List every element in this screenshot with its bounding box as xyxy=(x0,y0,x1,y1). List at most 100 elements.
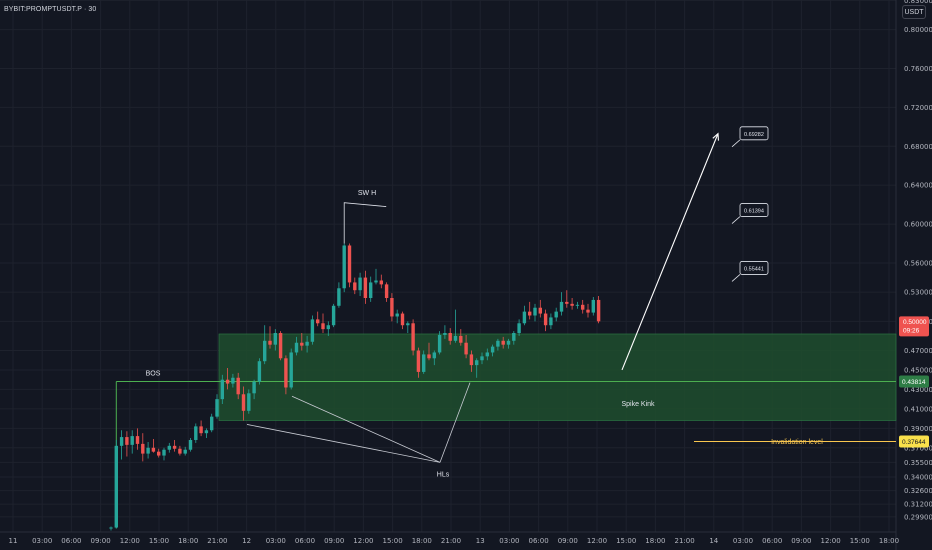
time-axis[interactable]: 11 03:00 06:00 09:00 12:00 15:00 18:00 21:00 12 0… xyxy=(9,537,900,545)
candle-body xyxy=(316,319,320,324)
y-tick-label: 0.37000 xyxy=(904,444,932,452)
candle-body xyxy=(443,333,447,335)
candle-body xyxy=(347,245,352,283)
x-tick-label: 06:00 xyxy=(529,537,549,545)
candle-body xyxy=(241,394,246,411)
candle-body xyxy=(188,439,193,450)
candle-body xyxy=(543,313,548,326)
candle-body xyxy=(172,445,177,449)
candle-body xyxy=(400,313,405,326)
candle-body xyxy=(273,333,277,345)
candle-body xyxy=(278,333,283,359)
x-tick-label: 21:00 xyxy=(207,537,227,545)
candle-body xyxy=(305,341,309,346)
x-tick-label: 03:00 xyxy=(266,537,286,545)
candle-body xyxy=(358,277,362,291)
candle-body xyxy=(517,323,521,334)
y-tick-label: 0.80000 xyxy=(904,26,932,34)
candle-body xyxy=(220,379,224,400)
candle-body xyxy=(596,299,601,322)
x-tick-label: 11 xyxy=(9,537,18,545)
x-tick-label: 18:00 xyxy=(412,537,432,545)
bos-price-badge xyxy=(899,375,929,388)
candle-body xyxy=(135,436,140,444)
invalidation-price-value: 0.37644 xyxy=(902,439,926,446)
hl-line xyxy=(291,395,441,463)
y-tick-label: 0.47000 xyxy=(904,347,932,355)
candle-body xyxy=(374,280,378,283)
current-price-badge xyxy=(899,316,929,337)
candle-body xyxy=(225,379,230,384)
candle-body xyxy=(559,301,564,312)
candle-body xyxy=(342,245,346,289)
x-tick-label: 18:00 xyxy=(879,537,899,545)
target-box xyxy=(739,126,769,141)
candle-body xyxy=(464,342,468,355)
x-tick-label: 09:00 xyxy=(558,537,578,545)
symbol-title[interactable]: BYBIT:PROMPTUSDT.P · 30 xyxy=(4,6,97,13)
x-tick-label: 13 xyxy=(476,537,485,545)
sw-h-line xyxy=(343,202,387,244)
candle-body xyxy=(215,399,219,417)
y-tick-label: 0.56000 xyxy=(904,259,932,267)
y-tick-label: 0.45000 xyxy=(904,366,932,374)
x-tick-label: 09:00 xyxy=(324,537,344,545)
y-tick-label: 0.32600 xyxy=(904,487,932,495)
candle-body xyxy=(363,277,368,298)
candle-body xyxy=(459,335,463,343)
target-pointer xyxy=(731,274,741,282)
candle-body xyxy=(284,358,288,388)
candle-body xyxy=(141,443,145,454)
candle-body xyxy=(236,377,240,395)
candle-body xyxy=(210,416,214,431)
y-tick-label: 0.34000 xyxy=(904,473,932,481)
candle-body xyxy=(157,451,161,456)
projection-arrow xyxy=(621,133,719,371)
x-tick-label: 12 xyxy=(242,537,251,545)
candle-body xyxy=(109,527,113,529)
candle-body xyxy=(422,354,426,372)
x-tick-label: 09:00 xyxy=(91,537,111,545)
y-tick-label: 0.83000 xyxy=(904,0,932,5)
currency-button[interactable]: USDT xyxy=(902,5,926,19)
candle-body xyxy=(453,335,458,341)
candle-body xyxy=(125,437,129,445)
candle-body xyxy=(268,340,272,345)
candle-body xyxy=(300,342,304,346)
hl-line xyxy=(246,424,441,463)
candle-body xyxy=(194,426,198,440)
bos-price-value: 0.43814 xyxy=(902,379,926,386)
candle-body xyxy=(411,323,415,351)
candle-body xyxy=(204,430,209,434)
hl-line xyxy=(439,382,471,463)
zone-rect xyxy=(218,333,897,421)
candle-body xyxy=(231,377,235,384)
y-tick-label: 0.41000 xyxy=(904,405,932,413)
candle-body xyxy=(379,280,383,285)
x-tick-label: 06:00 xyxy=(762,537,782,545)
x-tick-label: 18:00 xyxy=(178,537,198,545)
target-box xyxy=(739,261,769,275)
candle-body xyxy=(353,282,357,291)
x-tick-label: 06:00 xyxy=(295,537,315,545)
candle-body xyxy=(528,311,532,316)
candle-body xyxy=(384,284,389,298)
candle-body xyxy=(151,447,156,452)
x-tick-label: 21:00 xyxy=(675,537,695,545)
x-tick-label: 03:00 xyxy=(733,537,753,545)
candle-body xyxy=(199,426,203,434)
price-axis[interactable]: 0.29900 0.31200 0.32600 0.34000 0.35500 0.370… xyxy=(904,0,932,521)
x-tick-label: 15:00 xyxy=(383,537,403,545)
candle-body xyxy=(506,340,511,345)
x-tick-label: 12:00 xyxy=(821,537,841,545)
candle-body xyxy=(565,301,569,304)
candle-body xyxy=(289,352,293,388)
candle-body xyxy=(146,447,150,454)
current-price-countdown: 09:26 xyxy=(903,327,920,334)
x-tick-label: 15:00 xyxy=(149,537,169,545)
candle-body xyxy=(114,445,118,528)
x-tick-label: 06:00 xyxy=(61,537,81,545)
y-tick-label: 0.60000 xyxy=(904,221,932,229)
